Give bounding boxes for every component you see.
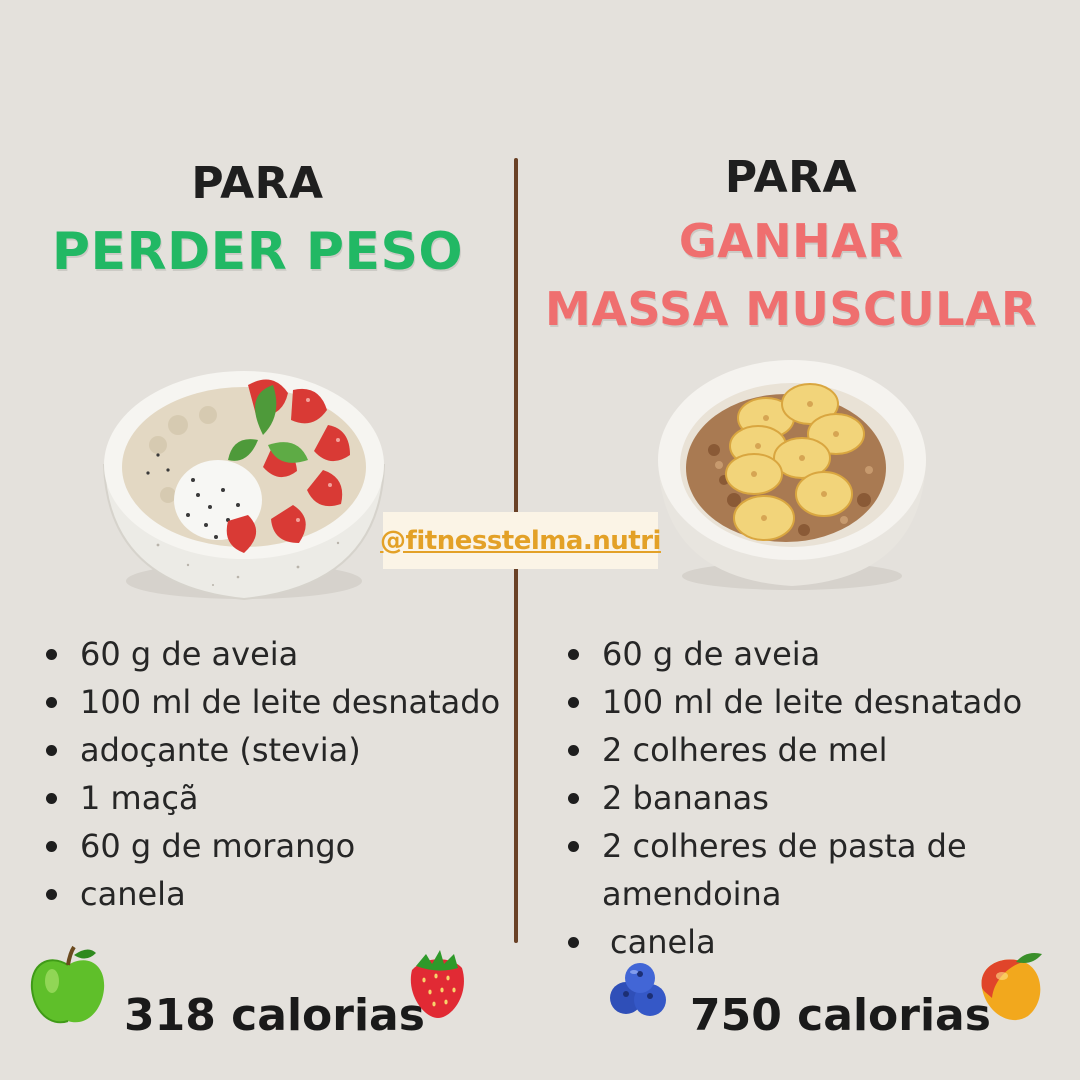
left-heading-para: PARA [191,158,324,209]
list-item: 1 maçã [40,774,500,822]
right-heading-para: PARA [724,152,858,203]
list-item: 60 g de aveia [562,630,1022,678]
mango-icon [981,953,1042,1021]
green-apple-icon [30,945,105,1024]
left-heading-perder-peso: PERDER PESO [51,222,464,282]
left-column: PARA PERDER PESO [0,0,515,1080]
right-heading-ganhar: GANHAR [678,214,904,268]
blueberries-icon [610,963,666,1016]
right-heading-massa-muscular: MASSA MUSCULAR [545,282,1037,336]
right-ingredient-list: 60 g de aveia 100 ml de leite desnatado … [562,630,1022,966]
watermark-handle: @fitnesstelma.nutri [380,525,661,556]
right-calories: 750 calorias [690,990,991,1041]
list-item: 2 colheres de mel [562,726,1022,774]
list-item: canela [40,870,500,918]
watermark-badge: @fitnesstelma.nutri [380,512,661,569]
left-calories: 318 calorias [124,990,425,1041]
right-column: PARA GANHAR MASSA MUSCULAR [518,0,1080,1080]
left-ingredient-list: 60 g de aveia 100 ml de leite desnatado … [40,630,500,918]
strawberry-icon [410,950,464,1018]
list-item: 2 bananas [562,774,1022,822]
list-item: 60 g de aveia [40,630,500,678]
list-item: 60 g de morango [40,822,500,870]
list-item: canela [562,918,1022,966]
list-item: adoçante (stevia) [40,726,500,774]
list-item: 100 ml de leite desnatado [562,678,1022,726]
list-item: 100 ml de leite desnatado [40,678,500,726]
oatmeal-banana-bowl [658,360,926,590]
list-item: 2 colheres de pasta de [562,822,1022,870]
list-item-continuation: amendoina [602,875,782,913]
oatmeal-strawberry-bowl [102,371,386,601]
